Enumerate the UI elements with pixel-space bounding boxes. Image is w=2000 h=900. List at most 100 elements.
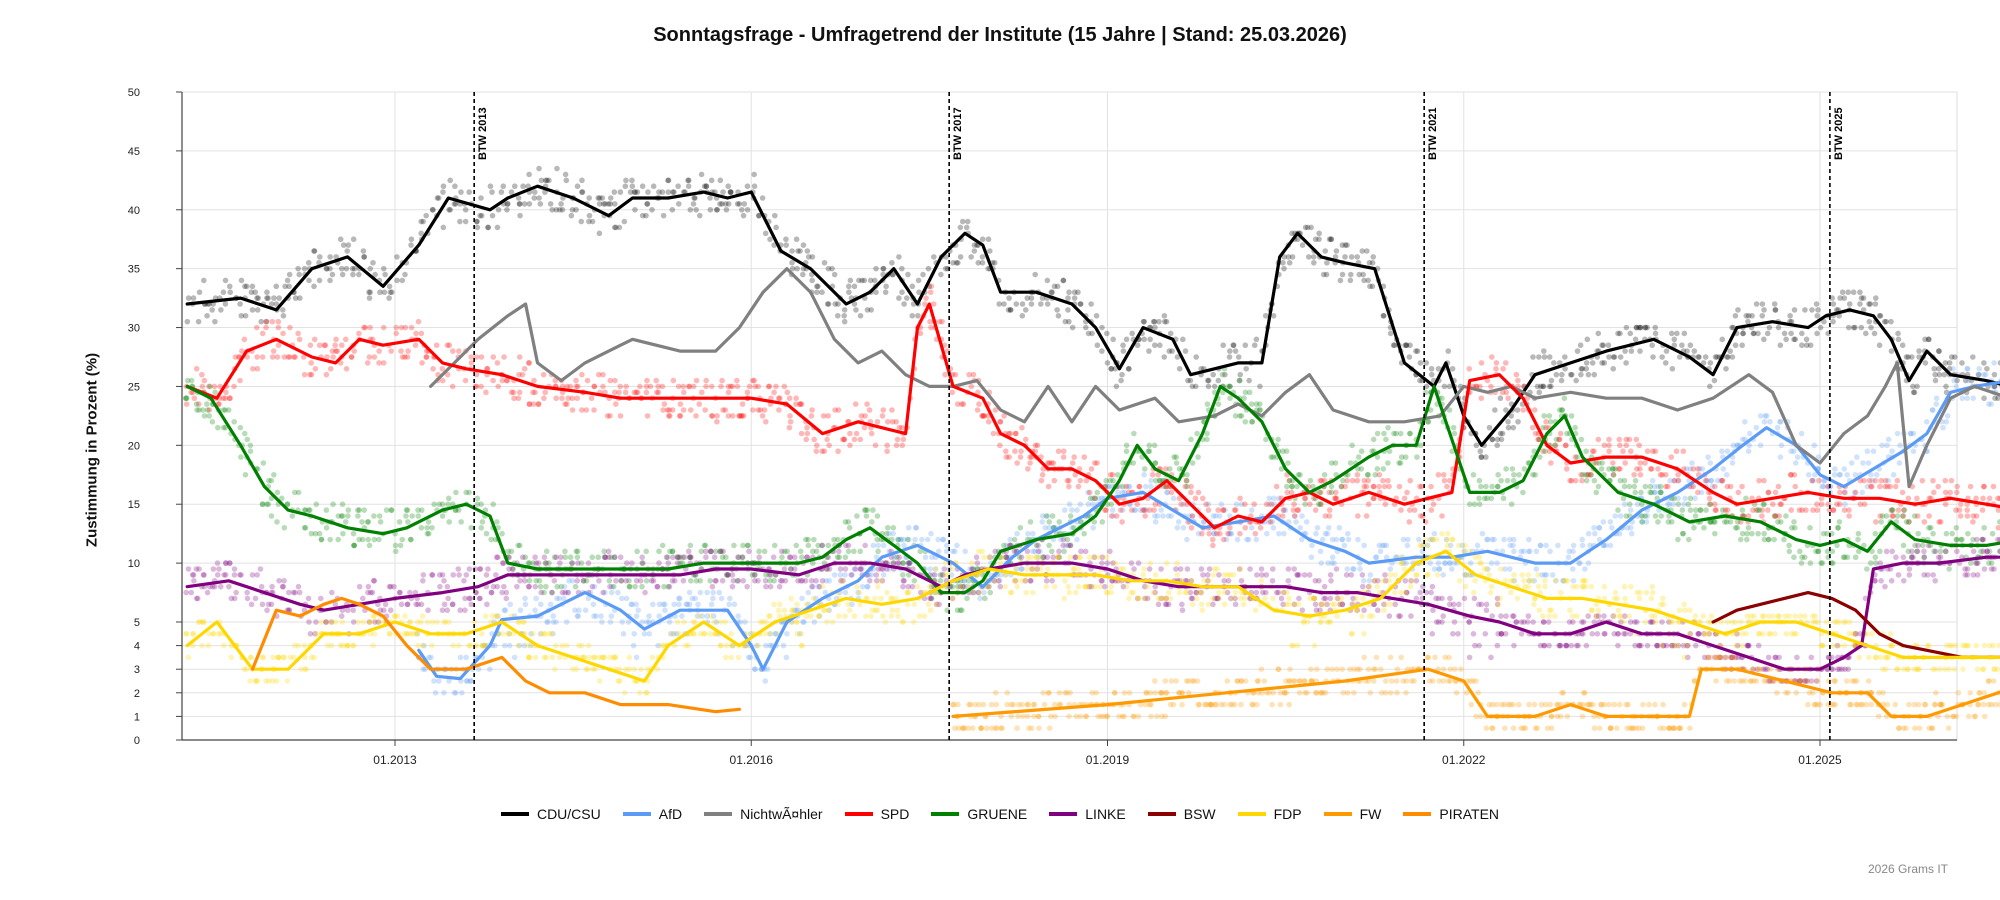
poll-dot <box>717 177 724 184</box>
poll-dot <box>870 542 877 549</box>
poll-dot <box>845 519 852 525</box>
poll-dot <box>214 560 221 566</box>
poll-dot <box>851 548 857 555</box>
poll-dot <box>345 507 352 513</box>
poll-dot <box>1085 489 1091 496</box>
poll-dot <box>1317 501 1324 508</box>
poll-dot <box>388 507 395 513</box>
poll-dot <box>1885 477 1891 484</box>
poll-dot <box>1445 348 1452 354</box>
poll-dot <box>366 354 373 360</box>
poll-dot <box>1745 524 1752 531</box>
poll-dot <box>1312 236 1319 243</box>
poll-dot <box>1305 254 1312 260</box>
poll-dot <box>1342 254 1348 260</box>
poll-dot <box>1168 489 1175 496</box>
poll-dot <box>227 560 233 566</box>
poll-dot <box>428 654 434 661</box>
poll-dot <box>1298 536 1305 543</box>
poll-dot <box>1546 413 1553 419</box>
poll-dot <box>1583 365 1590 372</box>
poll-dot <box>629 177 635 184</box>
poll-dot <box>1183 477 1190 484</box>
poll-dot <box>1719 477 1726 484</box>
poll-dot <box>794 265 800 272</box>
poll-dot <box>1675 501 1682 508</box>
poll-dot <box>1429 631 1436 637</box>
poll-dot <box>1128 507 1135 513</box>
poll-dot <box>313 501 320 508</box>
poll-dot <box>1700 360 1707 366</box>
poll-dot <box>666 583 673 590</box>
poll-dot <box>1019 312 1026 319</box>
poll-dot <box>1433 595 1439 602</box>
poll-dot <box>1954 483 1960 490</box>
poll-dot <box>1587 542 1593 549</box>
poll-dot <box>295 330 301 337</box>
poll-dot <box>600 371 606 378</box>
poll-dot <box>209 307 215 313</box>
poll-dot <box>1867 560 1874 566</box>
poll-dot <box>1759 513 1765 519</box>
poll-dot <box>1499 548 1506 555</box>
poll-dot <box>439 572 446 578</box>
poll-dot <box>237 424 244 431</box>
poll-dot <box>1170 495 1177 502</box>
poll-dot <box>1216 513 1223 519</box>
poll-dot <box>811 436 817 443</box>
poll-dot <box>1268 501 1275 508</box>
poll-dot <box>729 642 736 649</box>
poll-dot <box>962 583 968 590</box>
poll-dot <box>242 283 248 290</box>
poll-dot <box>644 201 650 207</box>
poll-dot <box>1576 560 1582 566</box>
poll-dot <box>264 289 270 296</box>
poll-dot <box>1857 289 1863 296</box>
poll-dot <box>883 283 889 290</box>
poll-dot <box>1303 519 1310 525</box>
poll-dot <box>1595 330 1602 337</box>
poll-dot <box>814 283 820 290</box>
poll-dot <box>1018 566 1025 572</box>
poll-dot <box>960 401 967 407</box>
poll-dot <box>280 307 286 313</box>
poll-dot <box>231 418 237 425</box>
poll-dot <box>1884 442 1890 449</box>
poll-dot <box>862 542 868 549</box>
poll-dot <box>1466 619 1472 625</box>
poll-dot <box>1077 301 1084 307</box>
poll-dot <box>633 601 639 608</box>
poll-dot <box>238 277 245 284</box>
poll-dot <box>981 589 987 596</box>
poll-dot <box>1783 336 1789 343</box>
poll-dot <box>1596 524 1602 531</box>
y-tick-label: 25 <box>128 381 140 393</box>
poll-dot <box>1897 442 1903 449</box>
poll-dot <box>1294 483 1300 490</box>
poll-dot <box>1739 342 1745 349</box>
poll-dot <box>646 613 652 619</box>
poll-dot <box>550 613 557 619</box>
poll-dot <box>1263 589 1269 596</box>
poll-dot <box>273 283 280 290</box>
poll-dot <box>1602 542 1609 549</box>
poll-dot <box>755 407 762 413</box>
poll-dot <box>953 259 960 266</box>
poll-dot <box>280 583 286 590</box>
poll-dot <box>1627 507 1634 513</box>
poll-dot <box>359 595 366 602</box>
poll-dot <box>1668 519 1675 525</box>
poll-dot <box>725 389 732 396</box>
poll-dot <box>835 407 842 413</box>
poll-dot <box>710 589 716 596</box>
poll-dot <box>1006 454 1012 460</box>
poll-dot <box>1483 454 1489 460</box>
poll-dot <box>1071 289 1078 296</box>
poll-dot <box>1679 507 1686 513</box>
poll-dot <box>811 619 818 625</box>
poll-dot <box>1739 436 1746 443</box>
poll-dot <box>905 536 912 543</box>
poll-dot <box>1846 301 1853 307</box>
poll-dot <box>485 224 491 231</box>
poll-dot <box>473 354 480 360</box>
